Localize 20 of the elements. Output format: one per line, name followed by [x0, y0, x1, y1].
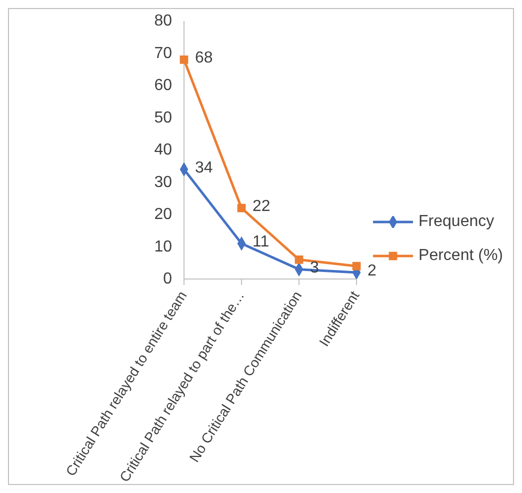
legend-label: Percent (%)	[418, 246, 503, 264]
legend-label: Frequency	[418, 212, 494, 230]
data-label: 34	[195, 159, 213, 176]
y-tick-label: 30	[154, 174, 172, 191]
data-label: 2	[368, 262, 377, 280]
y-tick-label: 50	[154, 109, 172, 126]
point	[294, 255, 304, 264]
data-label: 22	[252, 198, 270, 216]
point	[180, 56, 188, 64]
y-tick-label: 80	[154, 12, 172, 30]
point	[352, 262, 361, 270]
y-tick-label: 70	[154, 44, 172, 62]
y-tick-label: 0	[163, 270, 172, 288]
y-tick-label: 60	[154, 77, 172, 94]
data-label: 11	[252, 234, 270, 251]
y-tick-label: 40	[154, 142, 172, 158]
y-tick-label: 20	[154, 206, 172, 223]
data-label: 68	[195, 50, 213, 67]
y-tick-label: 10	[154, 238, 172, 256]
point	[237, 204, 246, 212]
